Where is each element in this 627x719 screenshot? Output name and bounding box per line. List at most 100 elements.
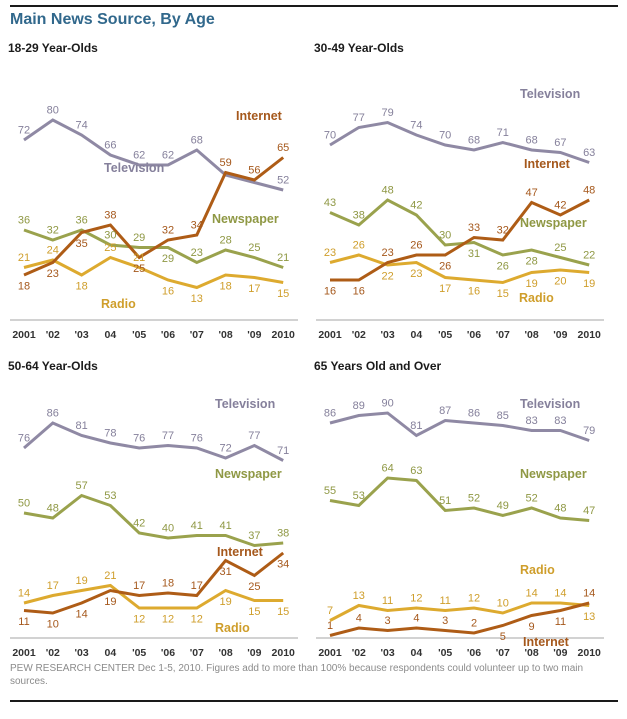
point-label-internet: 17 xyxy=(133,580,145,592)
point-label-television: 76 xyxy=(18,433,30,445)
series-label-radio: Radio xyxy=(101,297,136,311)
point-label-newspaper: 31 xyxy=(468,248,480,260)
line-series-radio xyxy=(23,255,284,290)
series-label-internet: Internet xyxy=(523,635,570,649)
point-label-internet: 26 xyxy=(439,261,451,273)
x-tick-label: 2010 xyxy=(272,647,296,659)
line-series-television xyxy=(23,118,284,192)
point-label-internet: 34 xyxy=(277,559,289,571)
x-tick-label: '09 xyxy=(247,329,261,341)
point-label-internet: 25 xyxy=(133,263,145,275)
source-note: PEW RESEARCH CENTER Dec 1-5, 2010. Figur… xyxy=(10,663,584,687)
x-tick-label: '09 xyxy=(553,329,567,341)
series-label-newspaper: Newspaper xyxy=(520,467,587,481)
point-label-radio: 13 xyxy=(353,590,365,602)
panel-title-18-29: 18-29 Year-Olds xyxy=(8,41,98,55)
point-label-internet: 42 xyxy=(554,200,566,212)
point-label-radio: 15 xyxy=(277,606,289,618)
point-label-newspaper: 57 xyxy=(75,480,87,492)
point-label-internet: 16 xyxy=(353,286,365,298)
point-label-internet: 10 xyxy=(47,619,59,631)
x-tick-label: '08 xyxy=(525,647,539,659)
point-label-television: 63 xyxy=(583,147,595,159)
x-tick-label: 2001 xyxy=(12,329,36,341)
line-series-internet xyxy=(23,156,285,277)
point-label-newspaper: 28 xyxy=(525,256,537,268)
x-tick-label: '06 xyxy=(467,329,481,341)
point-label-radio: 17 xyxy=(47,580,59,592)
point-label-television: 70 xyxy=(324,130,336,142)
point-label-newspaper: 26 xyxy=(497,261,509,273)
x-tick-label: 04 xyxy=(411,647,423,659)
x-tick-label: '06 xyxy=(161,647,175,659)
line-series-newspaper xyxy=(23,493,284,548)
point-label-internet: 3 xyxy=(385,615,391,627)
x-tick-label: 2010 xyxy=(578,329,602,341)
point-label-newspaper: 23 xyxy=(191,247,203,259)
x-tick-label: 2001 xyxy=(12,647,36,659)
point-label-internet: 11 xyxy=(555,616,566,628)
point-label-internet: 14 xyxy=(75,609,87,621)
x-tick-label: '06 xyxy=(467,647,481,659)
x-tick-label: '06 xyxy=(161,329,175,341)
point-label-internet: 17 xyxy=(191,580,203,592)
point-label-television: 72 xyxy=(219,443,231,455)
point-label-television: 71 xyxy=(277,445,289,457)
point-label-television: 77 xyxy=(353,112,365,124)
point-label-radio: 12 xyxy=(191,614,203,626)
point-label-internet: 25 xyxy=(248,581,260,593)
point-label-newspaper: 63 xyxy=(410,465,422,477)
point-label-radio: 12 xyxy=(162,614,174,626)
point-label-newspaper: 40 xyxy=(162,523,174,535)
x-tick-label: 2001 xyxy=(318,647,342,659)
point-label-internet: 3 xyxy=(442,615,448,627)
point-label-radio: 24 xyxy=(47,245,59,257)
x-tick-label: '07 xyxy=(190,647,204,659)
point-label-television: 83 xyxy=(554,415,566,427)
point-label-radio: 17 xyxy=(439,283,451,295)
line-series-radio xyxy=(329,253,590,285)
point-label-television: 71 xyxy=(497,127,509,139)
point-label-radio: 7 xyxy=(327,605,333,617)
line-chart-18-29: 2001 '02 '03 04 '05 '06 '07 '08 '09 2010 72 80 74 66 6… xyxy=(10,105,298,341)
line-series-television xyxy=(23,421,284,462)
point-label-internet: 65 xyxy=(277,142,289,154)
point-label-radio: 11 xyxy=(382,595,393,607)
line-series-internet xyxy=(23,551,285,615)
point-label-newspaper: 51 xyxy=(439,495,451,507)
point-label-television: 78 xyxy=(104,428,116,440)
point-label-radio: 16 xyxy=(468,286,480,298)
point-label-internet: 9 xyxy=(529,621,535,633)
point-label-newspaper: 52 xyxy=(468,493,480,505)
point-label-radio: 14 xyxy=(525,588,537,600)
point-label-radio: 10 xyxy=(497,598,509,610)
point-label-radio: 11 xyxy=(439,595,450,607)
x-tick-label: 2010 xyxy=(272,329,296,341)
point-label-internet: 16 xyxy=(324,286,336,298)
point-label-radio: 15 xyxy=(497,288,509,300)
point-label-television: 87 xyxy=(439,405,451,417)
series-label-internet: Internet xyxy=(217,545,264,559)
point-label-newspaper: 30 xyxy=(104,230,116,242)
line-chart-30-49: 2001 '02 '03 04 '05 '06 '07 '08 '09 2010 70 77 79 74 7… xyxy=(316,87,604,341)
point-label-television: 80 xyxy=(47,105,59,117)
x-tick-label: '07 xyxy=(496,647,510,659)
point-label-internet: 23 xyxy=(47,268,59,280)
point-label-television: 76 xyxy=(133,433,145,445)
point-label-newspaper: 32 xyxy=(47,225,59,237)
x-tick-label: '02 xyxy=(352,647,366,659)
x-tick-label: '05 xyxy=(438,647,452,659)
point-label-internet: 35 xyxy=(75,238,87,250)
x-tick-label: 04 xyxy=(105,329,117,341)
point-label-internet: 34 xyxy=(191,220,203,232)
point-label-internet: 5 xyxy=(500,631,506,643)
point-label-newspaper: 28 xyxy=(219,235,231,247)
point-label-internet: 4 xyxy=(413,613,419,625)
point-label-newspaper: 25 xyxy=(554,242,566,254)
x-tick-label: '08 xyxy=(525,329,539,341)
panel-18-29: 18-29 Year-Olds 2001 '02 '03 04 '05 '06 '07 '08… xyxy=(8,40,314,352)
point-label-radio: 21 xyxy=(104,570,116,582)
point-label-newspaper: 36 xyxy=(75,215,87,227)
point-label-internet: 33 xyxy=(468,222,480,234)
x-tick-label: 2001 xyxy=(318,329,342,341)
